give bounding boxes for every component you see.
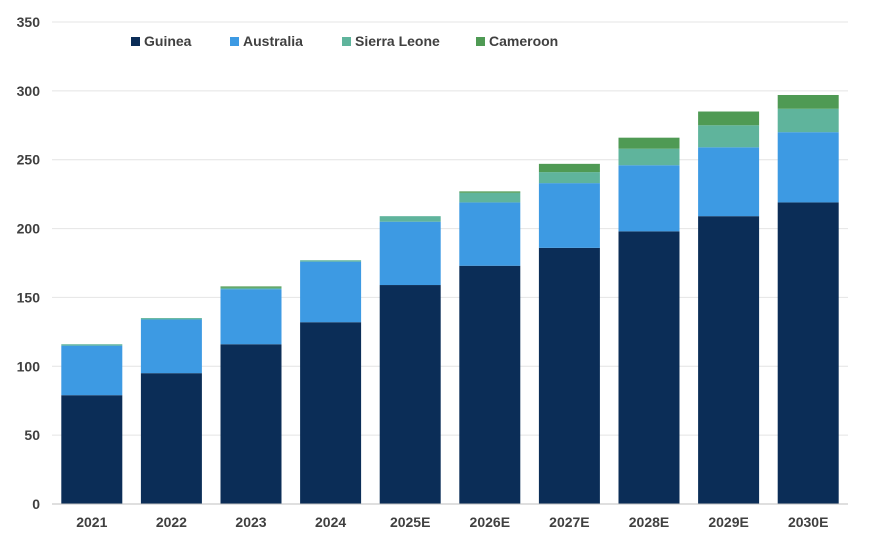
x-tick-label: 2025E xyxy=(390,514,430,530)
bar-cameroon-2026e xyxy=(459,191,521,193)
bar-cameroon-2028e xyxy=(618,137,680,149)
bar-cameroon-2030e xyxy=(777,94,839,109)
legend-label-sierra-leone: Sierra Leone xyxy=(355,33,440,49)
bar-guinea-2026e xyxy=(459,265,521,504)
y-tick-label: 0 xyxy=(32,496,40,512)
x-tick-label: 2026E xyxy=(470,514,510,530)
x-tick-label: 2030E xyxy=(788,514,828,530)
y-tick-label: 250 xyxy=(17,152,41,168)
legend-label-cameroon: Cameroon xyxy=(489,33,558,49)
x-tick-label: 2021 xyxy=(76,514,107,530)
x-tick-label: 2027E xyxy=(549,514,589,530)
bar-sierra-leone-2022 xyxy=(140,318,202,320)
y-tick-label: 150 xyxy=(17,289,41,305)
legend-label-australia: Australia xyxy=(243,33,303,49)
bar-guinea-2030e xyxy=(777,202,839,505)
bar-australia-2021 xyxy=(61,345,123,396)
bar-australia-2024 xyxy=(300,261,362,323)
bar-australia-2027e xyxy=(538,183,600,248)
bar-cameroon-2023 xyxy=(220,286,282,288)
x-tick-label: 2023 xyxy=(235,514,266,530)
bar-sierra-leone-2030e xyxy=(777,108,839,133)
bar-cameroon-2029e xyxy=(698,111,760,126)
bar-sierra-leone-2024 xyxy=(300,260,362,262)
y-tick-label: 200 xyxy=(17,221,41,237)
y-tick-label: 300 xyxy=(17,83,41,99)
y-tick-label: 100 xyxy=(17,358,41,374)
legend-label-guinea: Guinea xyxy=(144,33,192,49)
bar-australia-2022 xyxy=(140,319,202,374)
bar-australia-2026e xyxy=(459,202,521,266)
legend: Guinea Australia Sierra Leone Cameroon xyxy=(131,33,558,49)
bar-australia-2025e xyxy=(379,221,441,286)
bar-sierra-leone-2021 xyxy=(61,344,123,346)
bar-guinea-2027e xyxy=(538,247,600,504)
bar-australia-2023 xyxy=(220,289,282,345)
bar-sierra-leone-2028e xyxy=(618,148,680,166)
bar-sierra-leone-2025e xyxy=(379,216,441,222)
bar-guinea-2023 xyxy=(220,344,282,504)
bar-sierra-leone-2026e xyxy=(459,192,521,203)
x-tick-label: 2029E xyxy=(708,514,748,530)
bar-australia-2028e xyxy=(618,165,680,232)
legend-swatch-guinea xyxy=(131,37,140,46)
bar-guinea-2022 xyxy=(140,373,202,504)
bar-guinea-2028e xyxy=(618,231,680,504)
bar-sierra-leone-2023 xyxy=(220,287,282,290)
legend-swatch-cameroon xyxy=(476,37,485,46)
bar-guinea-2021 xyxy=(61,395,123,504)
bar-australia-2030e xyxy=(777,132,839,203)
legend-swatch-australia xyxy=(230,37,239,46)
bar-guinea-2024 xyxy=(300,322,362,504)
y-tick-label: 350 xyxy=(17,14,41,30)
x-tick-label: 2028E xyxy=(629,514,669,530)
bars xyxy=(61,94,839,505)
bar-cameroon-2027e xyxy=(538,163,600,173)
bar-sierra-leone-2027e xyxy=(538,172,600,184)
x-tick-label: 2022 xyxy=(156,514,187,530)
bar-guinea-2025e xyxy=(379,285,441,504)
y-tick-label: 50 xyxy=(24,427,40,443)
x-tick-label: 2024 xyxy=(315,514,346,530)
bar-sierra-leone-2029e xyxy=(698,125,760,148)
bar-guinea-2029e xyxy=(698,216,760,505)
legend-swatch-sierra-leone xyxy=(342,37,351,46)
bar-australia-2029e xyxy=(698,147,760,217)
axes: 0 50 100 150 200 250 300 350 2021 2022 2023 2024 202… xyxy=(17,14,848,530)
